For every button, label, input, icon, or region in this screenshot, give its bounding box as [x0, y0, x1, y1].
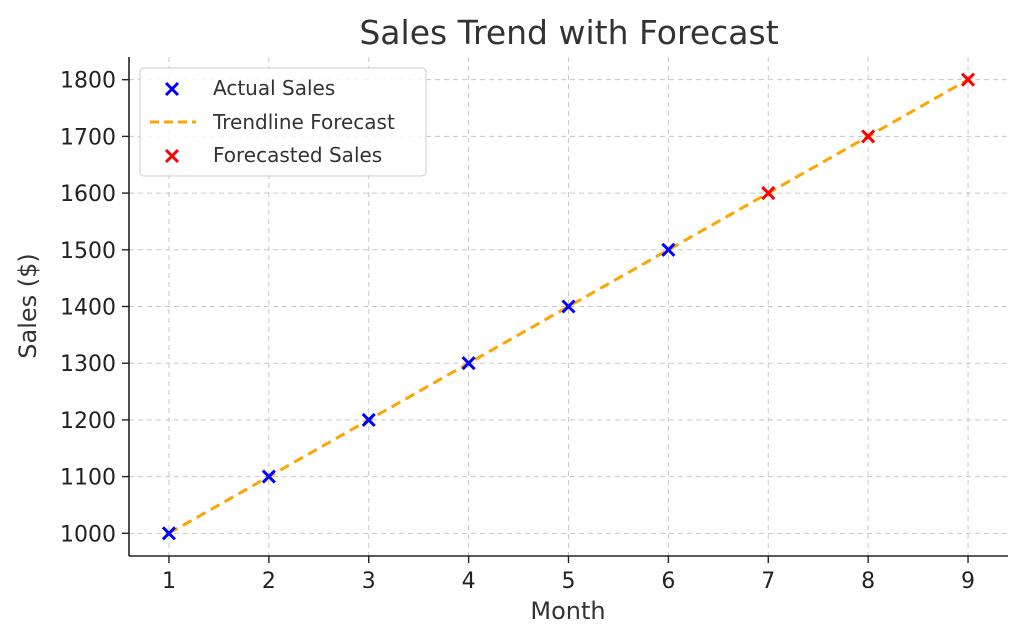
legend-x-marker-icon: [164, 81, 180, 97]
legend-marker-glyph: [164, 81, 180, 97]
chart-title: Sales Trend with Forecast: [359, 13, 778, 52]
legend-label-actual-sales: Actual Sales: [213, 76, 335, 100]
data-point-marker: [661, 242, 676, 257]
legend-entry-actual-sales: Actual Sales: [164, 76, 335, 100]
legend-label-forecasted-sales: Forecasted Sales: [213, 143, 382, 167]
grid-lines: [129, 57, 1008, 556]
plot-series: [161, 72, 976, 541]
legend: Actual Sales Trendline Forecast Forecast…: [139, 67, 427, 177]
legend-entry-forecasted-sales: Forecasted Sales: [164, 143, 382, 167]
legend-label-trendline-forecast: Trendline Forecast: [212, 110, 395, 134]
x-tick-label: 7: [761, 569, 775, 594]
legend-box: [139, 67, 427, 177]
legend-marker-glyph: [164, 148, 180, 164]
data-point-marker: [461, 356, 476, 371]
y-tick-label: 1300: [60, 352, 116, 377]
x-tick-label: 1: [162, 569, 176, 594]
data-point-marker: [561, 299, 576, 314]
y-tick-label: 1600: [60, 182, 116, 207]
x-tick-label: 6: [661, 569, 675, 594]
x-tick-label: 3: [362, 569, 376, 594]
x-tick-label: 5: [562, 569, 576, 594]
data-point-marker: [161, 526, 177, 541]
y-tick-label: 1700: [60, 125, 116, 150]
data-point-marker: [361, 412, 376, 427]
x-tick-label: 8: [861, 569, 875, 594]
trendline-forecast-line: [168, 78, 969, 535]
y-tick-label: 1800: [60, 69, 116, 94]
data-point-marker: [861, 129, 876, 144]
y-axis-label: Sales ($): [14, 253, 42, 359]
legend-x-marker-icon: [164, 148, 180, 164]
data-point-marker: [261, 469, 276, 484]
x-tick-label: 9: [961, 569, 975, 594]
legend-entry-trendline-forecast: Trendline Forecast: [150, 110, 395, 134]
x-tick-label: 4: [462, 569, 476, 594]
y-tick-label: 1400: [60, 296, 116, 321]
y-tick-label: 1000: [60, 522, 116, 547]
y-tick-label: 1500: [60, 239, 116, 264]
y-tick-label: 1200: [60, 409, 116, 434]
data-point-marker: [761, 186, 776, 201]
x-axis-label: Month: [530, 597, 605, 625]
axis-ticks: 1 2 3 4 5 6 7 8 9 1000 1100 1200 1300 1400 1500 1600 170…: [60, 69, 975, 594]
y-tick-label: 1100: [60, 466, 116, 491]
x-tick-label: 2: [262, 569, 276, 594]
data-point-marker: [960, 72, 976, 87]
